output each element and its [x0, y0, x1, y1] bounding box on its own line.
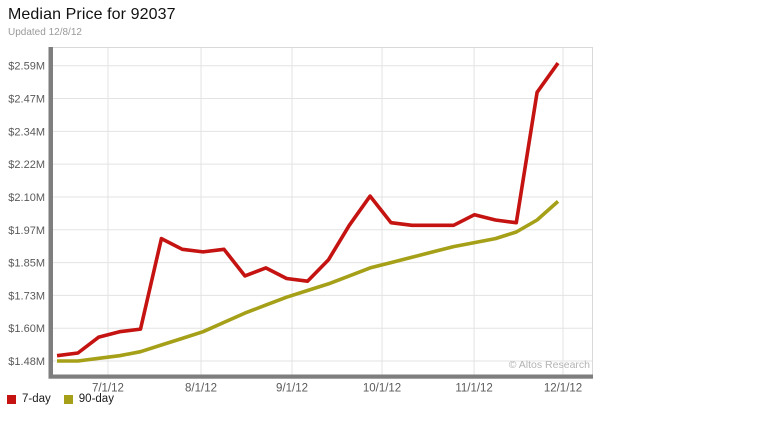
- chart-legend: 7-day 90-day: [7, 393, 114, 405]
- legend-item-7day: 7-day: [7, 393, 51, 405]
- updated-label: Updated 12/8/12: [8, 27, 82, 38]
- x-axis-label: 9/1/12: [276, 383, 308, 395]
- x-axis-label: 10/1/12: [363, 383, 401, 395]
- plot-border: [52, 47, 593, 375]
- y-axis-label: $1.85M: [8, 258, 45, 270]
- y-axis-label: $2.22M: [8, 159, 45, 171]
- y-axis-label: $2.10M: [8, 192, 45, 204]
- y-axis-label: $1.97M: [8, 225, 45, 237]
- legend-label-7day: 7-day: [22, 393, 51, 405]
- x-axis-label: 12/1/12: [544, 383, 582, 395]
- altos-research-watermark: © Altos Research: [508, 359, 590, 371]
- y-axis-label: $2.47M: [8, 94, 45, 106]
- legend-swatch-7day-icon: [7, 394, 16, 404]
- y-axis-label: $1.48M: [8, 356, 45, 368]
- x-axis-label: 8/1/12: [185, 383, 217, 395]
- series-line-90-day: [57, 200, 560, 363]
- y-axis-label: $2.59M: [8, 61, 45, 73]
- series-line-7-day: [56, 62, 560, 358]
- x-axis-label: 7/1/12: [92, 383, 124, 395]
- y-axis-bar: [48, 47, 53, 379]
- legend-label-90day: 90-day: [78, 393, 114, 405]
- page-title: Median Price for 92037: [8, 6, 176, 23]
- chart-header: Median Price for 92037 Updated 12/8/12: [8, 6, 176, 38]
- y-axis-label: $1.73M: [8, 290, 45, 302]
- y-axis-label: $1.60M: [8, 323, 45, 335]
- legend-item-90day: 90-day: [63, 393, 114, 405]
- x-axis-bar: [48, 374, 593, 379]
- legend-swatch-90day-icon: [63, 394, 73, 404]
- y-axis-label: $2.34M: [8, 126, 45, 138]
- x-axis-label: 11/1/12: [455, 383, 493, 395]
